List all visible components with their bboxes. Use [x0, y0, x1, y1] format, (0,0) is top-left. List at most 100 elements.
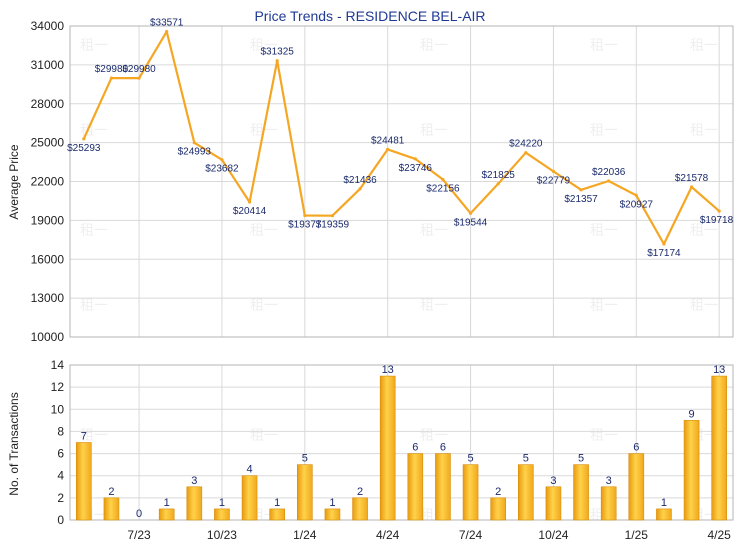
price-point: [717, 209, 721, 213]
price-data-label: $23682: [205, 164, 239, 175]
price-data-label: $23746: [399, 163, 433, 174]
price-y-tick-label: 25000: [31, 136, 65, 150]
watermark-text: 租一: [690, 122, 718, 138]
transaction-bar: [462, 464, 479, 521]
watermark-text: 租一: [590, 37, 618, 53]
price-point: [386, 147, 390, 151]
transaction-bar: [683, 420, 700, 521]
bar-value-label: 2: [108, 486, 114, 498]
price-point: [579, 188, 583, 192]
price-point: [303, 213, 307, 218]
price-plot-frame: [69, 25, 734, 338]
watermark-text: 租一: [80, 37, 108, 53]
transaction-bar: [600, 486, 617, 521]
transaction-bar: [352, 497, 368, 521]
transaction-bar: [269, 508, 285, 521]
watermark-text: 租一: [590, 427, 618, 443]
transaction-bar: [186, 486, 203, 521]
watermark-text: 租一: [690, 297, 718, 313]
tx-y-tick-label: 4: [57, 469, 64, 483]
x-tick-label: 1/25: [625, 528, 649, 542]
price-point: [165, 29, 169, 34]
price-data-label: $22036: [592, 167, 626, 178]
price-y-tick-label: 16000: [31, 252, 65, 266]
transaction-bar: [297, 464, 313, 521]
bar-value-label: 6: [412, 442, 418, 454]
price-point: [468, 211, 473, 215]
x-tick-label: 7/24: [459, 528, 483, 542]
watermark-text: 租一: [590, 297, 618, 313]
x-tick-label: 10/24: [538, 528, 568, 542]
bar-value-label: 1: [164, 497, 170, 509]
bar-value-label: 9: [689, 408, 695, 420]
transaction-bar: [518, 464, 534, 521]
price-y-axis-label: Average Price: [7, 144, 21, 219]
price-point: [192, 141, 196, 145]
price-y-tick-label: 13000: [31, 291, 65, 305]
price-data-label: $24993: [178, 147, 212, 158]
bar-value-label: 5: [578, 453, 584, 465]
watermark-text: 租一: [250, 297, 278, 313]
price-data-label: $19544: [454, 217, 488, 228]
price-point: [689, 185, 694, 189]
watermark-text: 租一: [690, 37, 718, 53]
price-data-label: $20414: [233, 206, 267, 217]
bar-value-label: 7: [81, 431, 87, 443]
price-point: [137, 76, 141, 80]
watermark-text: 租一: [420, 37, 448, 53]
transaction-bar: [656, 508, 672, 521]
watermark-text: 租一: [80, 297, 108, 313]
transaction-bar: [435, 453, 451, 521]
price-point: [358, 187, 362, 191]
bar-value-label: 1: [274, 497, 280, 509]
price-point: [109, 76, 114, 80]
bar-value-label: 5: [468, 453, 474, 465]
watermark-text: 租一: [80, 222, 108, 238]
price-data-label: $20927: [620, 199, 654, 210]
bar-value-label: 13: [713, 364, 725, 376]
price-data-label: $17174: [647, 248, 681, 259]
tx-y-tick-label: 0: [57, 513, 64, 527]
tx-y-tick-label: 2: [57, 491, 64, 505]
x-tick-label: 4/25: [708, 528, 732, 542]
transaction-bar: [76, 442, 92, 521]
transaction-bar: [158, 508, 175, 521]
price-point: [524, 151, 528, 155]
price-data-label: $33571: [150, 18, 184, 29]
watermark-text: 租一: [420, 122, 448, 138]
price-data-label: $21825: [482, 170, 516, 181]
price-point: [551, 169, 556, 174]
transaction-bar: [103, 497, 120, 521]
price-data-label: $22156: [426, 183, 460, 194]
bar-value-label: 4: [247, 464, 253, 476]
transaction-bar: [711, 375, 727, 521]
price-data-label: $21357: [564, 194, 598, 205]
bar-value-label: 6: [633, 442, 639, 454]
bar-value-label: 5: [302, 453, 308, 465]
price-point: [247, 200, 252, 204]
watermark-text: 租一: [420, 297, 448, 313]
price-point: [330, 214, 335, 218]
tx-y-tick-label: 12: [51, 380, 65, 394]
x-tick-label: 4/24: [376, 528, 400, 542]
tx-y-tick-label: 6: [57, 447, 64, 461]
watermark-text: 租一: [590, 122, 618, 138]
bar-value-label: 3: [550, 475, 556, 487]
watermark-text: 租一: [250, 37, 278, 53]
bar-value-label: 0: [136, 508, 142, 520]
transaction-bar: [324, 508, 341, 521]
bar-value-label: 2: [357, 486, 363, 498]
watermark-text: 租一: [420, 222, 448, 238]
x-tick-label: 1/24: [293, 528, 317, 542]
transactions-y-axis-label: No. of Transactions: [7, 392, 21, 495]
price-y-tick-label: 28000: [31, 97, 65, 111]
x-tick-label: 7/23: [127, 528, 151, 542]
price-data-label: $24481: [371, 135, 405, 146]
price-y-tick-label: 31000: [31, 58, 65, 72]
price-series-line: [82, 30, 720, 246]
price-y-tick-label: 22000: [31, 175, 65, 189]
transaction-bar: [214, 508, 230, 521]
